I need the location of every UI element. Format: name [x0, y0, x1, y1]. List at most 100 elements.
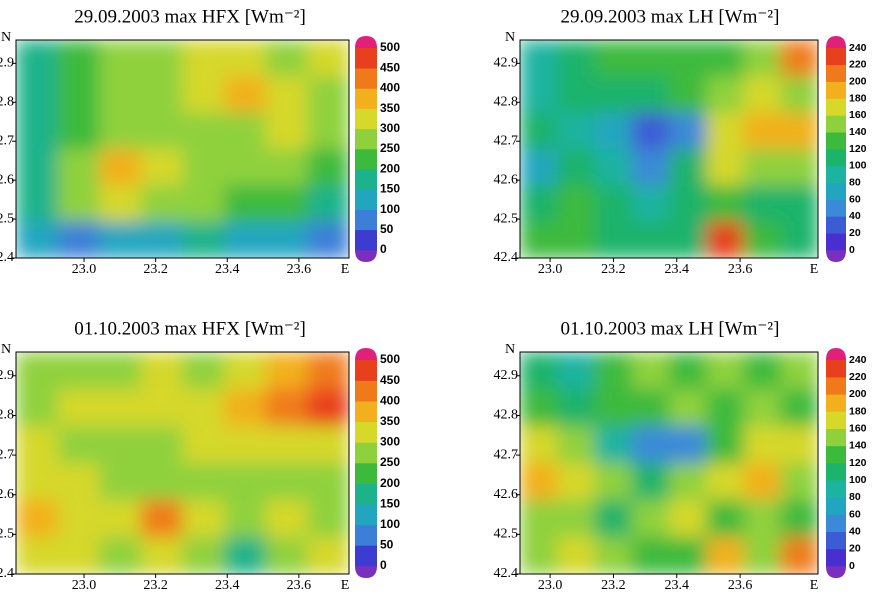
colorbar-tick-label: 60	[849, 508, 861, 520]
cell	[182, 76, 225, 114]
y-tick-label: 42.8	[494, 408, 519, 423]
field-inner	[520, 40, 818, 258]
cell	[520, 537, 558, 574]
plot-frame	[519, 351, 819, 575]
cell	[557, 463, 595, 501]
colorbar-band	[826, 64, 846, 82]
cell	[631, 149, 670, 186]
panel-title: 29.09.2003 max LH [Wm⁻²]	[561, 6, 780, 27]
cell	[520, 500, 558, 538]
x-tick-label: 23.6	[728, 262, 753, 277]
colorbar-band	[826, 199, 846, 217]
cell	[99, 40, 142, 77]
cell	[99, 149, 142, 186]
cell	[307, 426, 349, 464]
cell	[669, 112, 707, 150]
cell	[57, 500, 100, 538]
cell	[631, 40, 670, 77]
cell	[594, 40, 633, 77]
colorbar-tick-label: 140	[849, 126, 867, 138]
y-tick-label: 42.4	[0, 566, 14, 581]
colorbar-tick-label: 100	[849, 160, 867, 172]
cell	[16, 76, 59, 114]
field	[520, 352, 818, 574]
colorbar-band	[826, 548, 846, 567]
colorbar-band	[355, 68, 377, 89]
cell	[669, 426, 707, 464]
cell	[182, 149, 225, 186]
cell	[265, 426, 308, 464]
colorbar-tick-label: 200	[849, 75, 867, 87]
cell	[265, 389, 308, 427]
colorbar-band	[826, 411, 846, 429]
cell	[520, 463, 558, 501]
cell	[557, 352, 595, 390]
cell	[743, 76, 782, 114]
cell	[520, 352, 558, 390]
cell	[99, 185, 142, 223]
colorbar-tick-label: 220	[849, 371, 867, 383]
x-tick-label: 23.4	[215, 578, 240, 593]
cell	[57, 76, 100, 114]
cell	[557, 112, 595, 150]
colorbar-band	[355, 209, 377, 231]
y-tick-label: 42.4	[494, 566, 519, 581]
cell	[669, 537, 707, 574]
colorbar-tick-label: 180	[849, 92, 867, 104]
cell	[557, 426, 595, 464]
colorbar-band	[355, 149, 377, 170]
cell	[182, 40, 225, 77]
colorbar-band	[826, 360, 846, 378]
colorbar-tick-label: 200	[380, 476, 400, 490]
cell	[224, 221, 267, 258]
cell	[780, 426, 818, 464]
cell	[706, 389, 744, 427]
cell	[57, 389, 100, 427]
colorbar-cap	[826, 566, 846, 578]
cell	[631, 112, 670, 150]
cell	[16, 463, 59, 501]
cell	[16, 352, 59, 390]
colorbar-band	[826, 98, 846, 116]
cell	[265, 500, 308, 538]
cell	[57, 221, 100, 258]
cell	[57, 112, 100, 150]
plot-frame	[519, 39, 819, 259]
cell	[224, 463, 267, 501]
cell	[780, 537, 818, 574]
cell	[265, 185, 308, 223]
field	[16, 40, 349, 258]
cell	[557, 537, 595, 574]
cell	[706, 352, 744, 390]
cell	[669, 500, 707, 538]
cell	[557, 389, 595, 427]
colorbar-tick-label: 500	[380, 352, 400, 366]
cell	[140, 149, 183, 186]
cell	[16, 537, 59, 574]
cell	[182, 463, 225, 501]
cell	[140, 389, 183, 427]
cell	[265, 352, 308, 390]
cell	[57, 40, 100, 77]
y-tick-label: 42.8	[0, 95, 14, 110]
field-inner	[520, 352, 818, 574]
cell	[307, 76, 349, 114]
colorbar-tick-label: 50	[380, 222, 394, 236]
cell	[743, 352, 782, 390]
colorbar-tick-label: 100	[380, 517, 400, 531]
cell	[669, 40, 707, 77]
colorbar-band	[355, 463, 377, 484]
cell	[780, 500, 818, 538]
cell	[520, 185, 558, 223]
cell	[706, 112, 744, 150]
colorbar-tick-label: 250	[380, 141, 400, 155]
colorbar-tick-label: 0	[849, 560, 855, 572]
colorbar-tick-label: 60	[849, 193, 861, 205]
colorbar-tick-label: 200	[380, 161, 400, 175]
cell	[669, 185, 707, 223]
cell	[265, 40, 308, 77]
cell	[16, 221, 59, 258]
cell	[706, 40, 744, 77]
cell	[307, 112, 349, 150]
